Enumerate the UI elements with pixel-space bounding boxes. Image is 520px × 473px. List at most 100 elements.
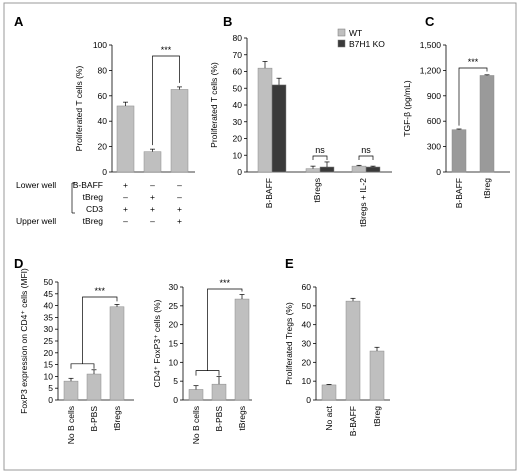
panel-b: 0 10 20 30 40 50 60 70 80 Proliferated T cells (%… [209,28,392,227]
condition-row-label: tBreg [83,216,104,226]
panel-a: 0 20 40 60 80 100 Proliferated T cells (%) *** B… [16,40,195,226]
y-tick-label: 0 [102,167,107,177]
group-bracket [195,370,220,376]
y-tick-label: 300 [427,142,441,152]
panel-letter: C [425,14,435,29]
y-tick-label: 25 [44,336,54,346]
condition-cell: + [123,204,128,214]
x-tick-label: tBregs [312,178,322,203]
condition-cell: – [150,216,155,226]
legend-swatch [337,28,346,37]
y-tick-label: 0 [306,395,311,405]
panel-letter: A [14,14,24,29]
bar [170,89,189,173]
bar [116,105,135,173]
condition-cell: + [123,180,128,190]
bar [109,306,125,401]
y-tick-label: 20 [302,357,312,367]
condition-cell: – [150,180,155,190]
y-tick-label: 60 [302,282,312,292]
condition-cell: + [177,204,182,214]
y-tick-label: 1,200 [420,65,442,75]
y-tick-label: 80 [98,65,108,75]
y-tick-label: 70 [233,50,243,60]
y-axis-title: TGF-β (pg/mL) [402,80,412,137]
bar [365,166,381,173]
significance-bracket [358,155,374,160]
y-axis-title: CD4⁺ FoxP3⁺ cells (%) [152,299,162,387]
bar [351,165,367,173]
significance-label: ns [315,145,325,155]
bar [188,389,204,401]
y-tick-label: 40 [98,116,108,126]
y-tick-label: 1,500 [420,40,442,50]
x-tick-label: B-BAFF [264,178,274,208]
y-tick-label: 50 [233,83,243,93]
x-tick-label: No B cells [191,406,201,444]
y-tick-label: 10 [233,150,243,160]
x-tick-label: tBregs + IL-2 [358,178,368,227]
y-tick-label: 80 [233,33,243,43]
condition-cell: – [123,192,128,202]
y-tick-label: 45 [44,289,54,299]
x-tick-label: B-PBS [89,406,99,432]
y-tick-label: 20 [233,134,243,144]
condition-cell: + [150,204,155,214]
y-tick-label: 0 [237,167,242,177]
y-tick-label: 20 [98,142,108,152]
bar [451,129,467,173]
bar [63,380,79,401]
x-tick-label: No B cells [66,406,76,444]
significance-label: ns [361,145,371,155]
y-tick-label: 900 [427,91,441,101]
bar [369,350,385,401]
y-axis-title: FoxP3 expression on CD4⁺ cells (MFI) [19,268,29,414]
y-tick-label: 40 [302,320,312,330]
legend-label: B7H1 KO [349,39,385,49]
panel-c: 0 300 600 900 1,200 1,500 TGF-β (pg/mL) B-BAFF t… [402,40,510,208]
significance-bracket [207,288,243,371]
significance-bracket [152,55,180,146]
condition-row-label: CD3 [86,204,103,214]
bar [321,384,337,401]
y-axis-title: Proliferated T cells (%) [209,62,219,148]
condition-row-label: B-BAFF [73,180,103,190]
bar [257,67,273,173]
significance-label: *** [219,278,230,288]
bar [479,75,495,173]
condition-cell: + [177,216,182,226]
condition-cell: + [150,192,155,202]
condition-row-label: tBreg [83,192,104,202]
bar [345,300,361,401]
x-tick-label: tBregs [237,406,247,431]
x-tick-label: B-BAFF [348,406,358,436]
x-tick-label: tBregs [112,406,122,431]
condition-cell: – [177,192,182,202]
y-axis-title: Proliferated Tregs (%) [284,302,294,385]
y-tick-label: 0 [173,395,178,405]
condition-cell: – [123,216,128,226]
panel-letter: E [285,256,294,271]
x-tick-label: tBreg [372,406,382,427]
y-tick-label: 15 [44,360,54,370]
bar [319,166,335,173]
y-axis-title: Proliferated T cells (%) [74,66,84,152]
y-tick-label: 20 [169,320,179,330]
x-tick-label: B-BAFF [454,178,464,208]
y-tick-label: 25 [169,301,179,311]
panel-d-percent: 0 5 10 15 20 25 30 CD4⁺ FoxP3⁺ cells (%) No B ce… [152,278,252,444]
x-tick-label: No act [324,405,334,430]
y-tick-label: 15 [169,339,179,349]
y-tick-label: 40 [233,100,243,110]
y-tick-label: 50 [44,277,54,287]
y-tick-label: 40 [44,301,54,311]
x-tick-label: tBreg [482,178,492,199]
bar [271,84,287,173]
significance-bracket [312,155,328,160]
y-tick-label: 0 [48,395,53,405]
bar [143,151,162,173]
y-tick-label: 10 [44,371,54,381]
